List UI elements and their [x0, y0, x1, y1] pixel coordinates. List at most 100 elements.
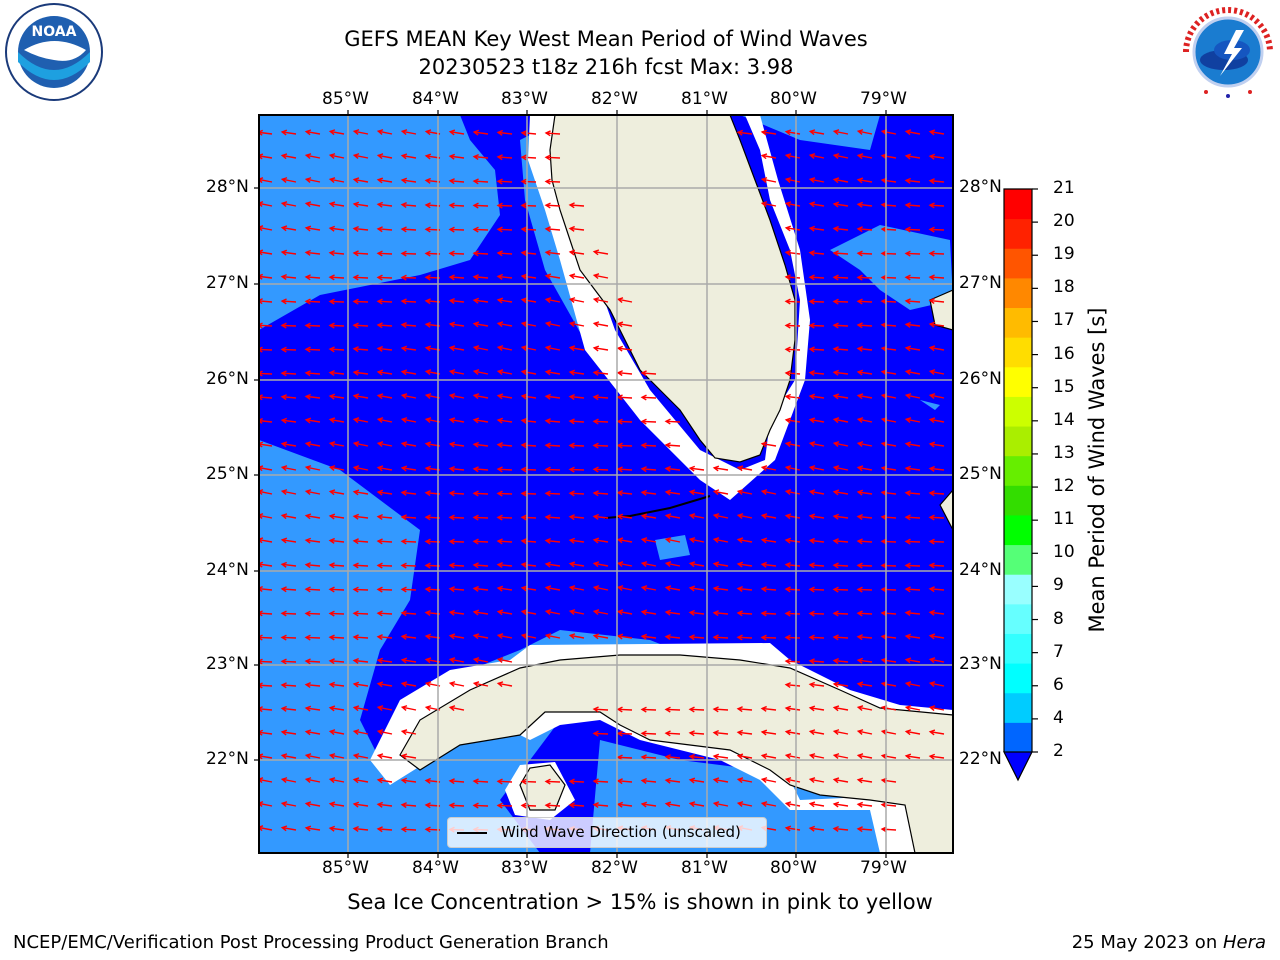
wave-direction-arrowhead — [259, 153, 264, 160]
wave-direction-arrow — [450, 467, 465, 471]
wave-direction-arrow — [259, 708, 273, 711]
wave-direction-arrowhead — [832, 417, 840, 424]
wave-direction-arrowhead — [592, 249, 600, 256]
wave-direction-arrow — [762, 539, 777, 543]
wave-direction-arrow — [930, 467, 945, 471]
wave-direction-arrowhead — [904, 538, 911, 545]
wave-direction-arrowhead — [568, 297, 576, 303]
wave-direction-arrow — [761, 636, 777, 639]
wave-direction-arrowhead — [712, 706, 719, 713]
footer-date: 25 May 2023 on Hera — [1072, 932, 1266, 953]
wave-direction-arrowhead — [616, 418, 623, 425]
wave-direction-arrowhead — [568, 490, 575, 497]
wave-direction-arrow — [834, 227, 849, 231]
wave-direction-arrow — [378, 659, 393, 663]
wave-direction-arrowhead — [352, 441, 360, 447]
wave-direction-arrow — [762, 202, 777, 207]
wave-direction-arrowhead — [784, 201, 792, 208]
wave-direction-arrow — [330, 778, 345, 783]
wave-direction-arrowhead — [400, 465, 408, 472]
wave-direction-arrow — [929, 588, 945, 591]
wave-direction-arrowhead — [832, 657, 839, 664]
wave-direction-arrow — [377, 300, 393, 303]
wave-direction-arrowhead — [856, 226, 863, 233]
wave-direction-arrowhead — [424, 586, 431, 593]
wave-direction-arrowhead — [304, 537, 312, 544]
wave-direction-arrowhead — [520, 802, 527, 809]
wave-direction-arrow — [809, 612, 825, 615]
wave-direction-arrowhead — [424, 490, 431, 497]
wave-direction-arrow — [882, 130, 897, 135]
wave-direction-arrow — [473, 276, 489, 279]
wave-direction-arrow — [809, 324, 825, 327]
wave-direction-arrowhead — [448, 202, 455, 209]
wave-direction-arrowhead — [400, 753, 408, 760]
wave-direction-arrow — [546, 251, 561, 255]
wave-direction-arrow — [522, 298, 537, 303]
wave-direction-arrowhead — [616, 585, 624, 591]
colorbar-swatch — [1004, 455, 1032, 486]
wave-direction-arrow — [545, 156, 561, 159]
wave-direction-arrow — [617, 444, 633, 447]
wave-direction-arrowhead — [784, 537, 792, 544]
wave-direction-arrowhead — [376, 250, 383, 257]
wave-direction-arrow — [929, 180, 945, 183]
wave-direction-arrowhead — [304, 298, 311, 305]
wave-direction-arrowhead — [496, 681, 504, 688]
wave-direction-arrow — [354, 203, 369, 207]
wave-direction-arrowhead — [424, 345, 432, 352]
wave-direction-arrowhead — [904, 705, 912, 711]
wave-direction-arrow — [881, 252, 897, 255]
wave-direction-arrowhead — [496, 273, 503, 280]
wave-direction-arrow — [641, 468, 657, 471]
wave-direction-arrowhead — [808, 370, 815, 377]
wave-direction-arrowhead — [688, 634, 695, 641]
wave-direction-arrow — [305, 636, 321, 639]
wave-direction-arrow — [690, 587, 705, 591]
wave-direction-arrowhead — [400, 802, 407, 809]
wave-direction-arrowhead — [856, 369, 864, 376]
wave-direction-arrowhead — [856, 562, 863, 569]
wave-direction-arrow — [474, 443, 489, 447]
wave-direction-arrow — [497, 563, 513, 567]
wave-direction-arrow — [713, 636, 729, 639]
colorbar-swatch — [1004, 426, 1032, 457]
wave-direction-arrowhead — [328, 274, 335, 281]
wave-direction-arrow — [522, 419, 537, 423]
wave-direction-arrow — [259, 636, 273, 639]
wave-direction-arrowhead — [544, 178, 551, 185]
wave-direction-arrowhead — [352, 129, 360, 136]
wave-direction-arrowhead — [304, 705, 312, 712]
wave-direction-arrowhead — [880, 633, 887, 640]
wave-direction-arrowhead — [592, 802, 599, 809]
wave-direction-arrowhead — [259, 346, 263, 353]
colorbar-tick-label: 14 — [1053, 409, 1075, 430]
wave-direction-arrow — [498, 610, 513, 615]
wave-direction-arrowhead — [352, 753, 360, 760]
wave-direction-arrow — [522, 346, 537, 351]
wave-direction-arrowhead — [496, 321, 504, 328]
wave-direction-arrow — [474, 682, 489, 687]
wave-direction-arrow — [281, 348, 297, 351]
wave-direction-arrow — [546, 634, 561, 639]
wave-direction-arrowhead — [928, 345, 936, 352]
wave-direction-arrowhead — [328, 801, 336, 808]
wave-direction-arrowhead — [640, 370, 647, 377]
wave-direction-arrowhead — [904, 681, 912, 688]
wave-direction-arrowhead — [856, 274, 863, 281]
wave-direction-arrowhead — [304, 753, 312, 760]
wave-direction-arrow — [281, 324, 297, 327]
wave-direction-arrow — [377, 828, 393, 831]
wave-direction-arrow — [881, 228, 897, 231]
wave-direction-arrow — [641, 732, 657, 735]
wave-direction-arrowhead — [904, 417, 912, 424]
wave-direction-arrowhead — [472, 274, 479, 281]
wave-direction-arrowhead — [424, 538, 431, 545]
wave-direction-arrowhead — [616, 394, 623, 401]
wave-direction-arrow — [858, 203, 873, 207]
wave-direction-arrow — [449, 516, 465, 519]
footer-host: Hera — [1222, 932, 1266, 953]
lat-label-left: 25°N — [206, 464, 249, 484]
wave-direction-arrowhead — [424, 609, 431, 616]
wave-direction-arrowhead — [520, 609, 528, 616]
